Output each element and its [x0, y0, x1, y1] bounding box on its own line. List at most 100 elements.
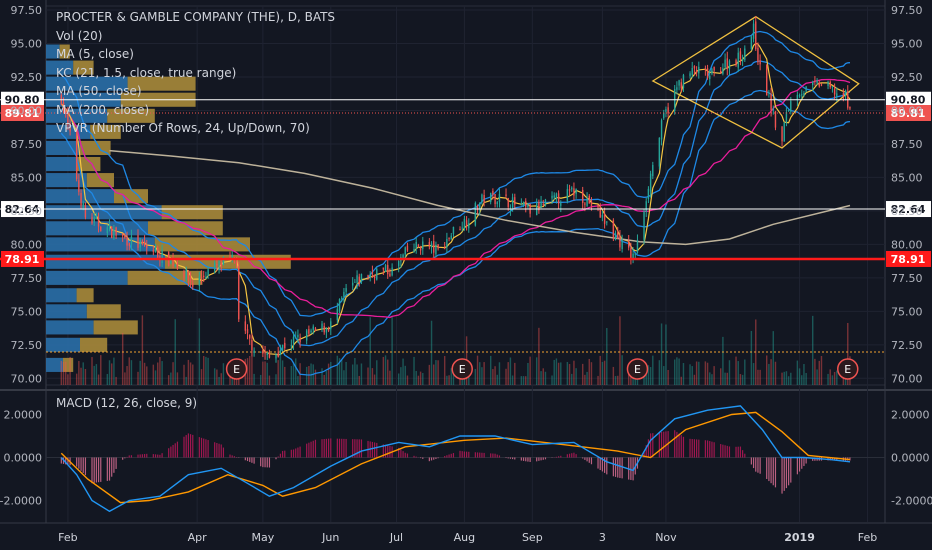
candle-body	[402, 254, 404, 260]
candle-body	[816, 80, 818, 84]
volume-bar	[292, 361, 295, 385]
volume-bar	[540, 371, 542, 385]
candle-body	[176, 262, 179, 270]
macd-pane[interactable]	[46, 405, 885, 513]
candle-body	[555, 193, 558, 198]
volume-bar	[601, 361, 604, 385]
legend-ma5[interactable]: MA (5, close)	[56, 47, 134, 61]
keltner-upper	[60, 30, 851, 317]
earnings-marker-label: E	[233, 363, 240, 376]
candle-body	[599, 206, 601, 218]
candle-body	[849, 106, 851, 109]
x-tick-label: Sep	[522, 531, 543, 544]
y-tick-right: 92.50	[891, 71, 923, 84]
vpvr-up-bar	[46, 254, 165, 269]
volume-bar	[141, 315, 144, 385]
volume-bar	[768, 363, 770, 385]
legend-volume[interactable]: Vol (20)	[56, 28, 103, 43]
candle-body	[752, 23, 755, 39]
earnings-marker[interactable]	[626, 358, 649, 380]
candle-body	[277, 352, 279, 358]
volume-bar	[829, 369, 831, 385]
candle-body	[244, 321, 247, 331]
earnings-marker[interactable]	[225, 358, 248, 380]
vpvr-up-bar	[46, 288, 77, 303]
candle-body	[770, 94, 772, 110]
candle-body	[689, 73, 691, 77]
candle-body	[759, 60, 761, 65]
candle-body	[220, 262, 222, 266]
candle-body	[663, 112, 665, 119]
candlesticks[interactable]	[60, 16, 851, 363]
candle-body	[719, 70, 722, 74]
candle-body	[266, 352, 268, 356]
volume-bar	[450, 368, 452, 385]
candle-body	[568, 189, 571, 191]
volume-bar	[627, 366, 630, 385]
candle-body	[803, 93, 805, 96]
volume-bar	[143, 362, 146, 385]
candle-body	[726, 58, 728, 69]
candle-body	[218, 260, 220, 268]
volume-bar	[443, 356, 446, 385]
legend-macd[interactable]: MACD (12, 26, close, 9)	[56, 396, 198, 410]
volume-bar	[435, 360, 437, 385]
candle-body	[238, 266, 240, 320]
indicator-legend: PROCTER & GAMBLE COMPANY (THE), D, BATS …	[56, 8, 335, 138]
volume-bar	[154, 370, 157, 385]
volume-bar	[479, 362, 481, 385]
volume-bar	[514, 362, 516, 385]
legend-keltner[interactable]: KC (21, 1.5, close, true range)	[56, 65, 237, 80]
y-tick-right: 82.50	[891, 205, 923, 218]
y-tick-left: 92.50	[11, 71, 43, 84]
volume-bar	[111, 363, 113, 385]
legend-ma200[interactable]: MA (200, close)	[56, 102, 150, 117]
volume-bar	[599, 355, 601, 385]
candle-body	[428, 242, 431, 247]
candle-body	[724, 59, 726, 68]
volume-bar	[476, 355, 479, 385]
y-tick-left: 85.00	[11, 171, 43, 184]
diamond-pattern[interactable]	[651, 15, 860, 149]
legend-ma50[interactable]: MA (50, close)	[56, 84, 142, 98]
volume-bar	[741, 374, 744, 385]
candle-body	[281, 344, 284, 351]
candle-body	[443, 248, 446, 250]
earnings-marker[interactable]	[451, 358, 473, 380]
legend-vpvr[interactable]: VPVR (Number Of Rows, 24, Up/Down, 70)	[56, 121, 310, 135]
candle-body	[785, 111, 788, 123]
volume-bar	[200, 369, 203, 385]
volume-bar	[325, 370, 328, 385]
candle-body	[713, 66, 715, 71]
volume-bar	[833, 371, 836, 385]
candle-body	[235, 261, 238, 264]
candle-body	[511, 197, 514, 208]
price-level-label-left: 78.91	[5, 253, 40, 266]
candle-body	[489, 192, 492, 203]
candle-body	[527, 204, 529, 207]
vpvr-up-bar	[46, 304, 87, 319]
volume-bar	[415, 370, 417, 385]
candle-body	[360, 274, 363, 282]
candle-body	[67, 113, 69, 125]
candle-body	[229, 256, 231, 258]
earnings-marker[interactable]	[837, 358, 859, 380]
candle-body	[711, 68, 713, 74]
vpvr-down-bar	[161, 205, 223, 220]
candle-body	[787, 109, 790, 112]
volume-bar	[419, 371, 422, 385]
vpvr-down-bar	[107, 108, 155, 123]
candle-body	[82, 203, 84, 209]
candle-body	[476, 205, 479, 211]
candle-body	[494, 194, 496, 205]
price-level-label-right: 82.64	[891, 203, 926, 216]
volume-bar	[290, 366, 293, 385]
volume-bar	[511, 375, 514, 385]
candle-body	[790, 101, 792, 112]
vpvr-up-bar	[46, 60, 74, 75]
ma200-line	[109, 149, 851, 246]
volume-bar	[726, 372, 728, 385]
